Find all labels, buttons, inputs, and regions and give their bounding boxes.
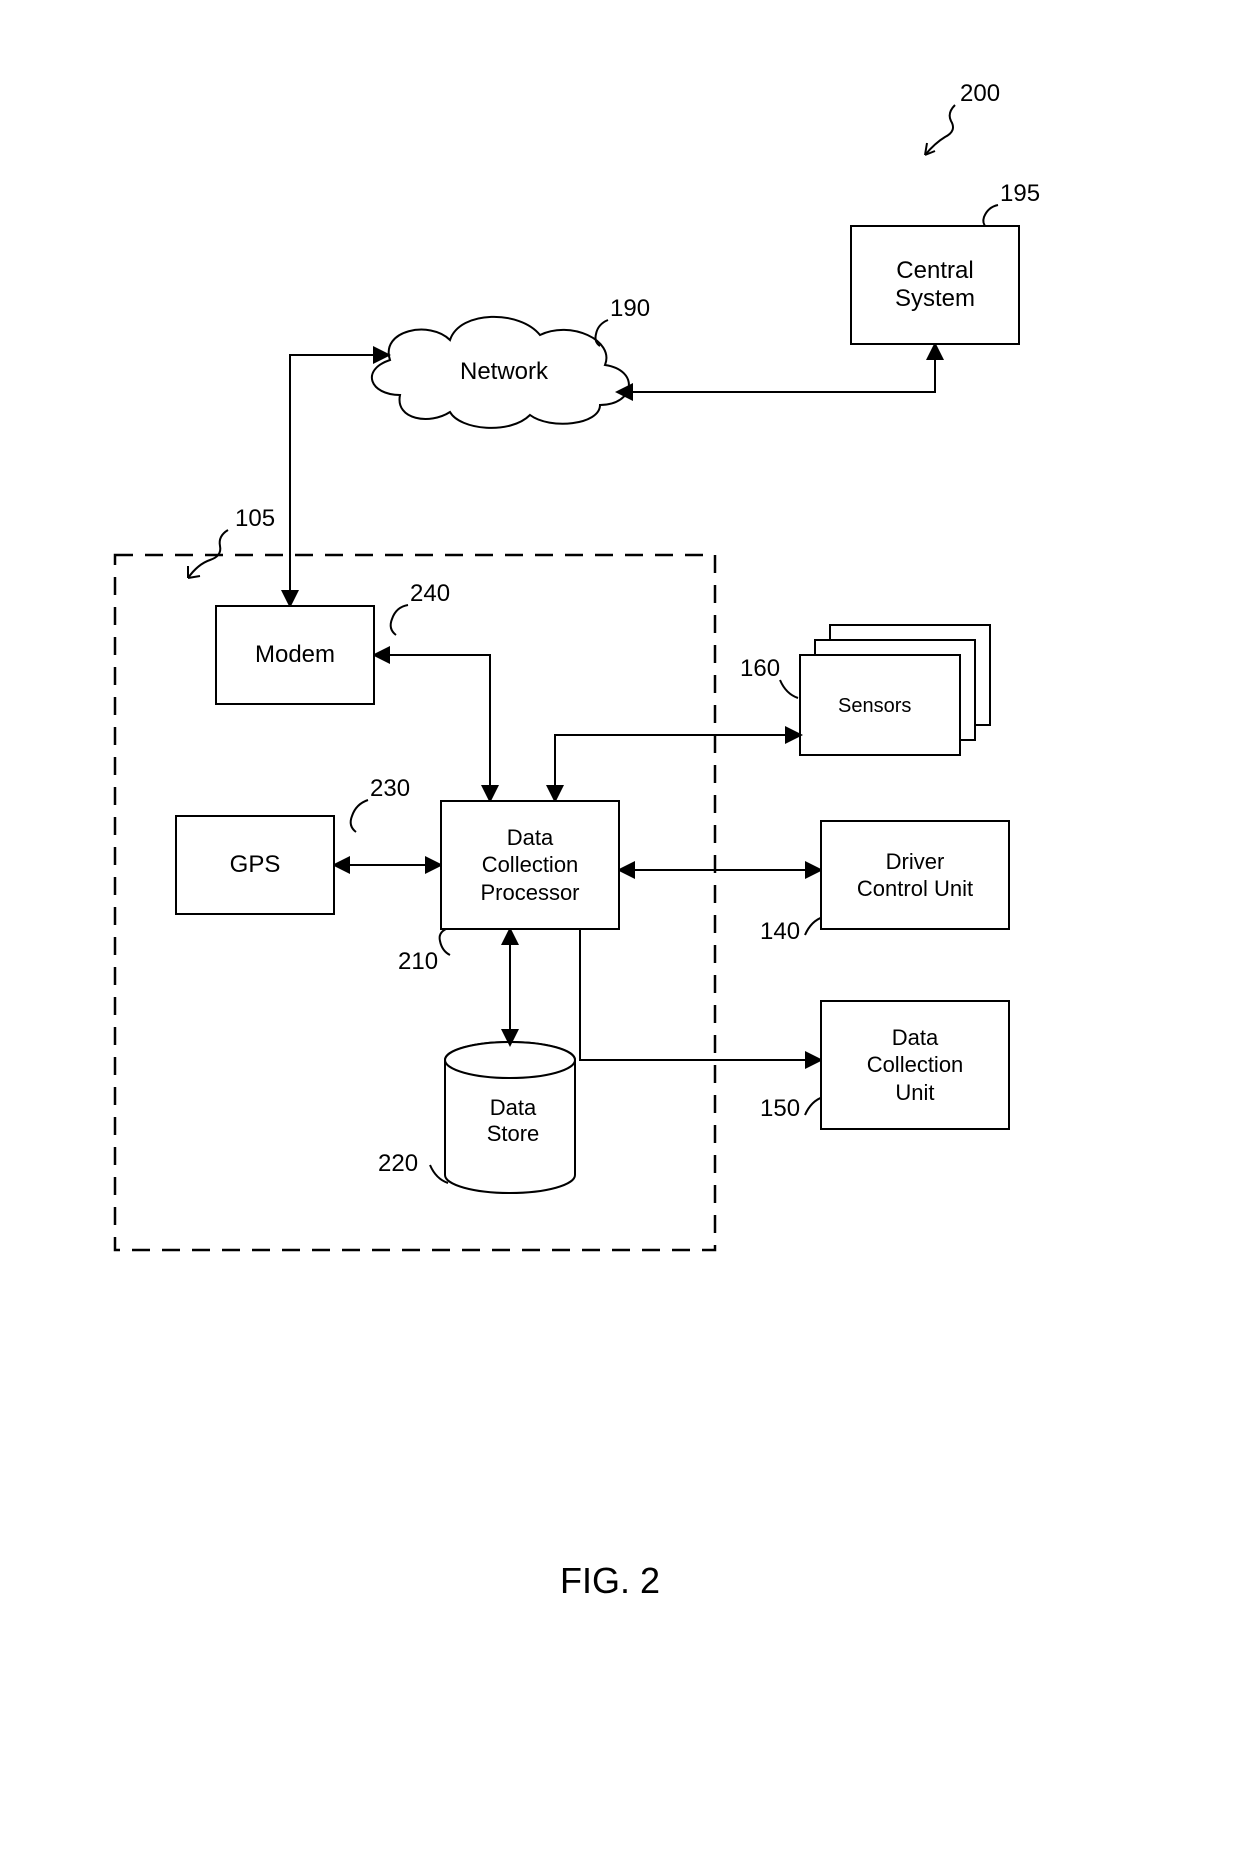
modem-label: Modem: [255, 641, 335, 669]
sensors-stack: [800, 625, 990, 755]
ref-195: 195: [1000, 180, 1040, 208]
ref-105: 105: [235, 505, 275, 533]
ref-230: 230: [370, 775, 410, 803]
gps-box: GPS: [175, 815, 335, 915]
dcp-box: DataCollectionProcessor: [440, 800, 620, 930]
ref-150: 150: [760, 1095, 800, 1123]
modem-box: Modem: [215, 605, 375, 705]
ref-140: 140: [760, 918, 800, 946]
driver-control-box: DriverControl Unit: [820, 820, 1010, 930]
gps-label: GPS: [230, 851, 281, 879]
ref-200: 200: [960, 80, 1000, 108]
network-label: Network: [460, 358, 548, 386]
central-system-label: CentralSystem: [895, 257, 975, 313]
central-system-box: CentralSystem: [850, 225, 1020, 345]
data-store-label: DataStore: [478, 1095, 548, 1148]
dcp-label: DataCollectionProcessor: [480, 824, 579, 907]
ref-190: 190: [610, 295, 650, 323]
data-coll-unit-label: DataCollectionUnit: [867, 1024, 964, 1107]
diagram-canvas: CentralSystem Network Modem GPS DataColl…: [0, 0, 1240, 1862]
ref-220: 220: [378, 1150, 418, 1178]
ref-210: 210: [398, 948, 438, 976]
sensors-label: Sensors: [838, 695, 911, 718]
figure-label: FIG. 2: [560, 1560, 660, 1602]
driver-control-label: DriverControl Unit: [857, 848, 973, 903]
ref-240: 240: [410, 580, 450, 608]
data-coll-unit-box: DataCollectionUnit: [820, 1000, 1010, 1130]
ref-160: 160: [740, 655, 780, 683]
